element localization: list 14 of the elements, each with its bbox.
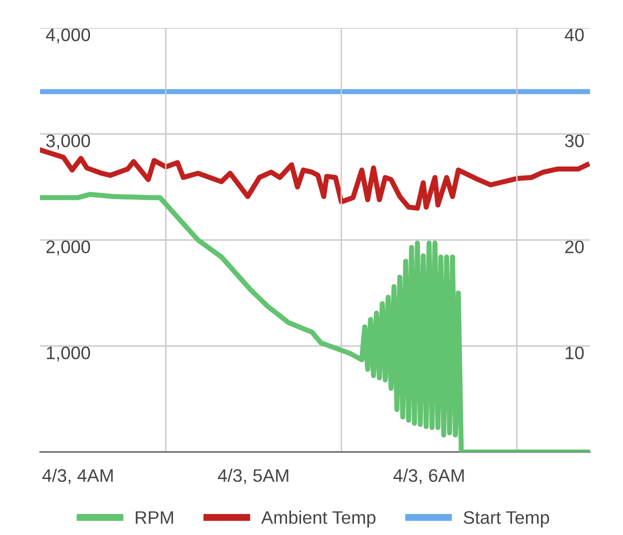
y2-tick-label: 30 [565, 134, 584, 148]
y-tick-label: 3,000 [46, 134, 90, 150]
x-tick-label: 4/3, 4AM [42, 468, 113, 484]
y-tick-label: 2,000 [46, 240, 90, 256]
legend-label: Start Temp [464, 511, 550, 528]
y-tick-label: 1,000 [46, 346, 90, 362]
y2-tick-label: 20 [565, 240, 584, 254]
legend-label: Ambient Temp [261, 510, 376, 528]
y-tick-label: 4,000 [46, 28, 90, 44]
legend-label: RPM [136, 511, 173, 524]
y2-tick-label: 10 [566, 346, 584, 360]
y2-tick-label: 40 [564, 28, 584, 42]
x-tick-label: 4/3, 5AM [218, 468, 288, 484]
x-tick-label: 4/3, 6AM [393, 468, 464, 484]
